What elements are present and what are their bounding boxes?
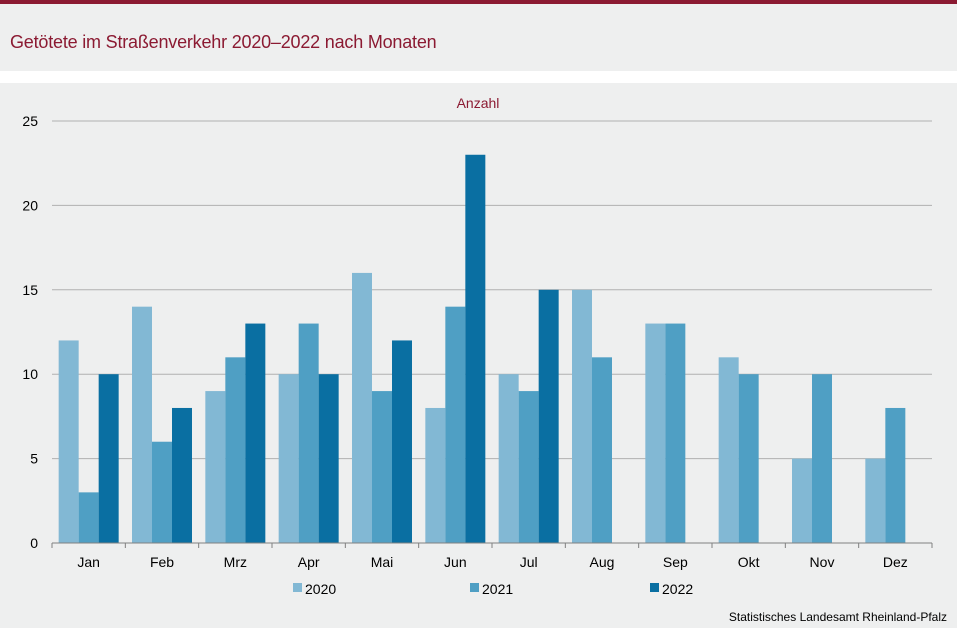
x-tick-label: Sep [663,554,688,570]
legend-label-2021: 2021 [482,581,513,597]
bar-2020-dez [865,458,886,543]
bar-2020-aug [572,289,592,543]
x-tick-label: Okt [738,554,760,570]
bar-2020-nov [792,458,812,543]
source-note: Statistisches Landesamt Rheinland-Pfalz [728,610,947,624]
bar-2020-apr [278,374,299,543]
bar-2020-mrz [205,391,226,543]
bar-2020-feb [132,306,152,543]
bar-2021-nov [812,374,832,543]
y-tick-label: 0 [30,535,38,551]
x-tick-label: Apr [298,554,320,570]
x-tick-label: Aug [590,554,615,570]
x-tick-label: Jan [77,554,100,570]
bar-2022-mai [392,340,412,543]
legend-swatch-2022 [650,583,659,592]
y-tick-label: 25 [22,113,38,129]
bar-2021-feb [152,441,172,543]
bar-2021-aug [592,357,612,543]
y-tick-label: 10 [22,366,38,382]
y-tick-label: 20 [22,197,38,213]
bar-2020-sep [645,323,666,543]
bar-2021-mai [372,391,392,543]
bar-2022-feb [172,407,192,543]
bar-2022-jan [98,374,119,543]
top-accent-bar [0,0,957,4]
chart-area: Anzahl 0 5 10 15 20 25 Jan Feb Mrz Apr Mai Jun Jul Aug… [0,83,957,628]
legend-swatch-2020 [293,583,302,592]
bar-2022-mrz [245,323,266,543]
legend-label-2022: 2022 [662,581,693,597]
bar-2021-dez [885,407,906,543]
y-axis-label: Anzahl [457,95,500,111]
bar-chart: Anzahl 0 5 10 15 20 25 Jan Feb Mrz Apr Mai Jun Jul Aug… [22,95,933,597]
bar-2020-okt [718,357,739,543]
header-separator [0,71,957,83]
x-tick-label: Feb [150,554,174,570]
bar-2022-jun [465,154,486,543]
bar-2021-sep [665,323,686,543]
legend-swatch-2021 [470,583,479,592]
x-tick-label: Jul [520,554,538,570]
y-tick-label: 15 [22,282,38,298]
bar-2020-jun [425,407,446,543]
x-tick-label: Nov [810,554,835,570]
bar-2022-apr [318,374,339,543]
bar-2020-jul [498,374,519,543]
bar-2021-apr [298,323,319,543]
bar-2021-okt [738,374,759,543]
bar-2021-jan [78,492,99,543]
bar-2021-mrz [225,357,246,543]
bar-2020-jan [58,340,79,543]
legend-label-2020: 2020 [305,581,336,597]
y-tick-label: 5 [30,451,38,467]
x-tick-label: Mai [371,554,394,570]
chart-title: Getötete im Straßenverkehr 2020–2022 nac… [10,32,437,52]
bar-2021-jul [518,391,539,543]
x-tick-label: Dez [883,554,908,570]
x-tick-label: Mrz [224,554,247,570]
bar-2020-mai [352,272,372,543]
x-tick-label: Jun [444,554,467,570]
bar-2022-jul [538,289,559,543]
header: Getötete im Straßenverkehr 2020–2022 nac… [0,4,957,71]
bar-2021-jun [445,306,466,543]
